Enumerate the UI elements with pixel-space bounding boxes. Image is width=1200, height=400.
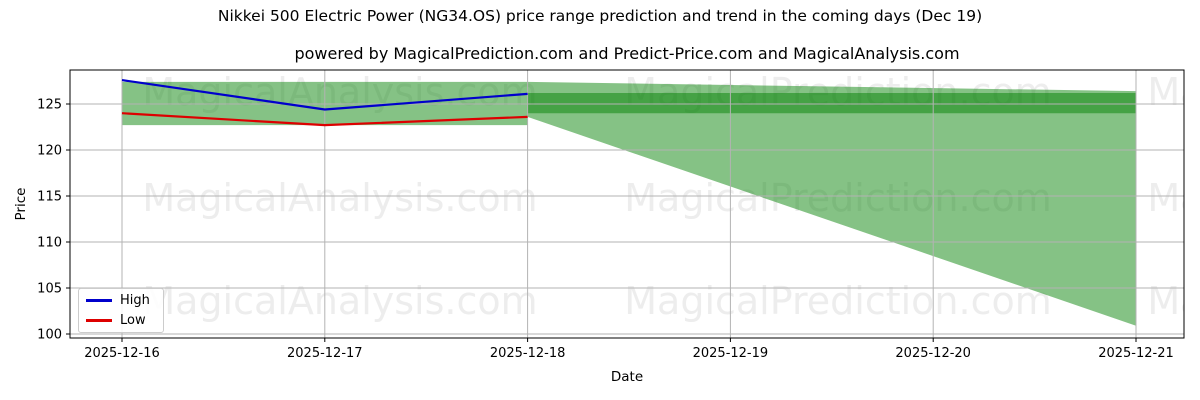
watermark-text: MagicalPrediction.com — [624, 176, 1052, 220]
watermark-layer: MagicalAnalysis.com MagicalPrediction.com… — [142, 70, 1200, 323]
forecast-low-range — [527, 92, 1136, 326]
legend-label-low: Low — [120, 312, 146, 328]
x-tick-label: 2025-12-18 — [490, 346, 566, 361]
plot-border — [69, 69, 1185, 339]
gridlines — [70, 70, 1184, 338]
watermark-text: MagicalPrediction.com — [624, 279, 1052, 323]
watermark-text: MagicalAnalysis.com — [1147, 176, 1200, 220]
x-tick-label: 2025-12-16 — [84, 346, 160, 361]
forecast-high-range — [527, 81, 1136, 114]
y-tick-label: 105 — [37, 282, 62, 297]
x-tick-label: 2025-12-17 — [287, 346, 363, 361]
x-axis-label: Date — [610, 369, 644, 385]
axis-ticks: 2025-12-16 2025-12-17 2025-12-18 2025-12-19… — [37, 98, 1174, 362]
high-line-swatch — [86, 299, 112, 303]
legend-item-high: High — [86, 293, 163, 308]
low-line — [121, 112, 528, 127]
y-tick-label: 110 — [37, 236, 62, 251]
legend-item-low: Low — [86, 313, 163, 328]
legend: High Low — [78, 288, 164, 333]
chart-title: Nikkei 500 Electric Power (NG34.OS) pric… — [217, 7, 983, 25]
y-tick-label: 115 — [37, 190, 62, 205]
watermark-text: MagicalPrediction.com — [624, 70, 1052, 114]
watermark-text: MagicalAnalysis.com — [1147, 279, 1200, 323]
x-tick-label: 2025-12-19 — [693, 346, 769, 361]
low-line-swatch — [86, 318, 112, 322]
x-tick-label: 2025-12-21 — [1098, 346, 1174, 361]
high-line — [121, 78, 528, 111]
watermark-text: MagicalAnalysis.com — [142, 279, 537, 323]
y-tick-label: 100 — [37, 328, 62, 343]
y-axis-label: Price — [13, 187, 29, 221]
y-tick-label: 125 — [37, 98, 62, 113]
watermark-text: MagicalAnalysis.com — [1147, 70, 1200, 114]
watermark-text: MagicalAnalysis.com — [142, 176, 537, 220]
legend-label-high: High — [120, 293, 150, 309]
y-tick-label: 120 — [37, 144, 62, 159]
x-tick-label: 2025-12-20 — [895, 346, 971, 361]
chart-subtitle: powered by MagicalPrediction.com and Pre… — [294, 44, 960, 63]
